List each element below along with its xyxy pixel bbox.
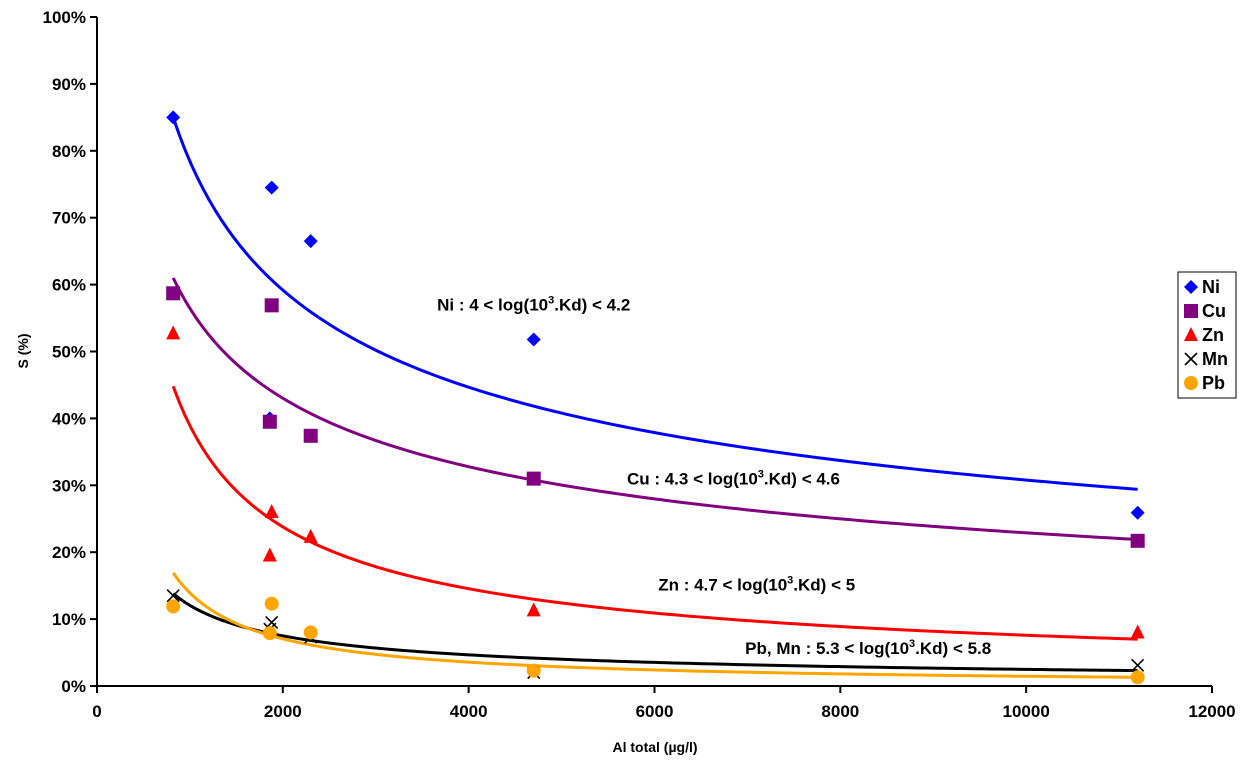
data-point-pb bbox=[264, 596, 279, 611]
trend-annotation: Pb, Mn : 5.3 < log(103.Kd) < 5.8 bbox=[745, 638, 991, 658]
data-point-zn bbox=[264, 504, 279, 519]
data-point-ni bbox=[303, 234, 318, 249]
trend-lines bbox=[171, 116, 1138, 679]
trend-line-cu bbox=[171, 277, 1138, 541]
data-point-pb bbox=[303, 625, 318, 640]
y-tick-label: 20% bbox=[52, 543, 86, 562]
data-point-zn bbox=[262, 547, 277, 562]
y-tick-label: 10% bbox=[52, 610, 86, 629]
trend-annotation: Ni : 4 < log(103.Kd) < 4.2 bbox=[437, 295, 630, 315]
legend-marker-ni bbox=[1184, 280, 1198, 294]
y-axis-ticks: 0% 10% 20% 30% 40% 50% 60% 70% 80% 90% 100% bbox=[43, 8, 97, 696]
y-tick-label: 30% bbox=[52, 476, 86, 495]
data-point-pb bbox=[526, 663, 541, 678]
annotations: Ni : 4 < log(103.Kd) < 4.2 Cu : 4.3 < log… bbox=[437, 295, 991, 658]
x-axis-ticks: 0 2000 4000 6000 8000 10000 12000 bbox=[92, 686, 1236, 721]
data-point-ni bbox=[526, 332, 541, 347]
trend-line-mn bbox=[172, 592, 1138, 673]
y-tick-label: 50% bbox=[52, 343, 86, 362]
x-tick-label: 2000 bbox=[264, 702, 302, 721]
data-point-ni bbox=[264, 180, 279, 195]
y-tick-label: 80% bbox=[52, 142, 86, 161]
data-point-pb bbox=[1130, 670, 1145, 685]
legend-label-zn: Zn bbox=[1202, 325, 1224, 345]
data-point-cu bbox=[262, 414, 277, 429]
legend-label-ni: Ni bbox=[1202, 277, 1220, 297]
x-tick-label: 6000 bbox=[636, 702, 674, 721]
trend-line-ni bbox=[171, 116, 1138, 491]
legend: Ni Cu Zn Mn Pb bbox=[1177, 271, 1237, 399]
y-axis-title: S (%) bbox=[15, 334, 31, 369]
data-point-zn bbox=[166, 325, 181, 340]
trend-annotation: Zn : 4.7 < log(103.Kd) < 5 bbox=[658, 574, 855, 594]
data-point-mn bbox=[166, 589, 180, 603]
y-tick-label: 60% bbox=[52, 276, 86, 295]
data-point-ni bbox=[166, 110, 181, 125]
legend-marker-mn bbox=[1184, 352, 1198, 366]
data-point-mn bbox=[1131, 658, 1145, 672]
trend-annotation: Cu : 4.3 < log(103.Kd) < 4.6 bbox=[627, 469, 840, 489]
y-tick-label: 70% bbox=[52, 209, 86, 228]
x-axis-title: Al total (µg/l) bbox=[612, 739, 697, 755]
legend-label-cu: Cu bbox=[1202, 301, 1226, 321]
legend-marker-zn bbox=[1184, 327, 1198, 341]
y-tick-label: 100% bbox=[43, 8, 86, 27]
x-tick-label: 10000 bbox=[1003, 702, 1050, 721]
y-tick-label: 0% bbox=[61, 677, 86, 696]
legend-marker-cu bbox=[1184, 304, 1198, 318]
data-point-zn bbox=[303, 528, 318, 543]
y-tick-label: 90% bbox=[52, 75, 86, 94]
data-point-cu bbox=[264, 298, 279, 313]
legend-label-pb: Pb bbox=[1202, 373, 1225, 393]
x-tick-label: 4000 bbox=[450, 702, 488, 721]
legend-marker-pb bbox=[1184, 376, 1198, 390]
data-point-pb bbox=[166, 599, 181, 614]
trend-line-pb bbox=[171, 572, 1138, 679]
data-point-cu bbox=[526, 471, 541, 486]
trend-line-zn bbox=[171, 385, 1138, 641]
plot-area bbox=[96, 17, 1212, 687]
legend-label-mn: Mn bbox=[1202, 349, 1228, 369]
data-point-ni bbox=[1130, 505, 1145, 520]
data-point-zn bbox=[526, 602, 541, 617]
data-point-zn bbox=[1130, 624, 1145, 639]
data-points bbox=[166, 110, 1145, 685]
data-point-cu bbox=[303, 428, 318, 443]
x-tick-label: 0 bbox=[92, 702, 101, 721]
y-tick-label: 40% bbox=[52, 409, 86, 428]
data-point-cu bbox=[1130, 533, 1145, 548]
data-point-pb bbox=[262, 626, 277, 641]
x-tick-label: 12000 bbox=[1188, 702, 1235, 721]
data-point-cu bbox=[166, 286, 181, 301]
x-tick-label: 8000 bbox=[821, 702, 859, 721]
